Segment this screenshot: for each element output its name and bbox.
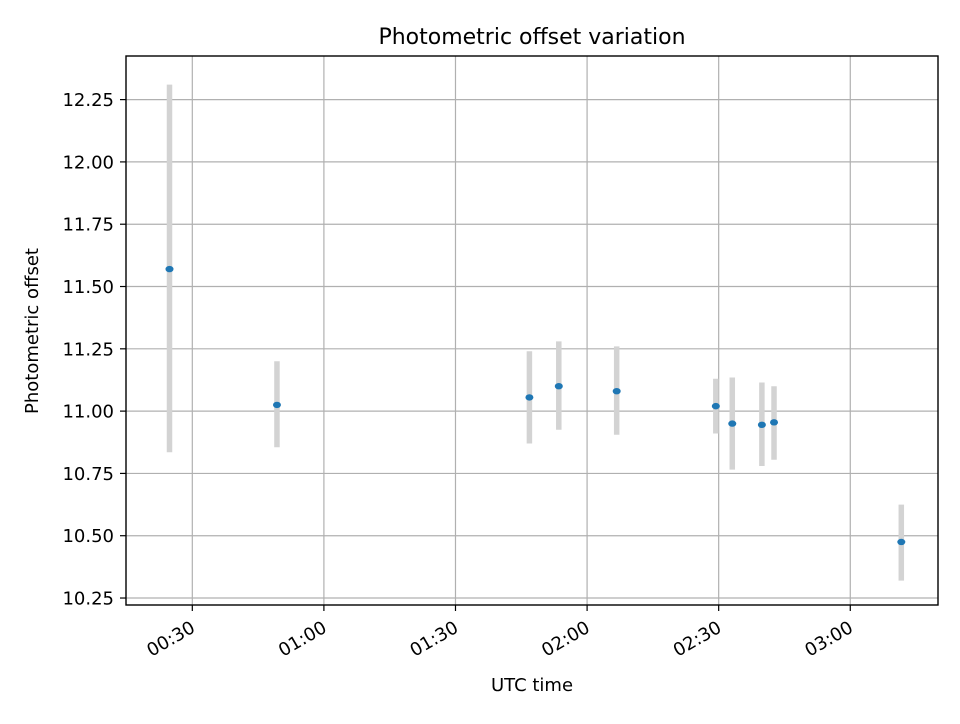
data-point <box>897 538 906 546</box>
y-tick-label: 11.50 <box>62 277 114 298</box>
y-tick-label: 11.75 <box>62 215 114 236</box>
data-point <box>757 421 766 429</box>
y-tick-label: 10.75 <box>62 464 114 485</box>
data-point <box>525 394 534 401</box>
y-tick-label: 11.00 <box>62 402 114 423</box>
y-tick-label: 10.50 <box>62 526 114 547</box>
y-tick-label: 11.25 <box>62 339 114 360</box>
data-points <box>165 265 906 546</box>
grid <box>126 56 938 605</box>
data-point <box>728 420 737 427</box>
data-point <box>554 382 563 390</box>
y-tick-label: 10.25 <box>62 589 114 610</box>
x-axis-label: UTC time <box>491 675 573 696</box>
data-point <box>770 419 779 426</box>
chart-title: Photometric offset variation <box>378 25 685 50</box>
data-point <box>711 402 720 410</box>
data-point <box>272 401 281 409</box>
plot-frame <box>125 55 939 606</box>
y-axis: 10.25 10.50 10.75 11.00 11.25 11.50 11.75 12.00… <box>62 90 126 610</box>
y-axis-label: Photometric offset <box>22 248 43 414</box>
data-point <box>165 265 174 273</box>
data-point <box>612 387 621 395</box>
y-tick-label: 12.00 <box>62 152 114 173</box>
y-tick-label: 12.25 <box>62 90 114 111</box>
